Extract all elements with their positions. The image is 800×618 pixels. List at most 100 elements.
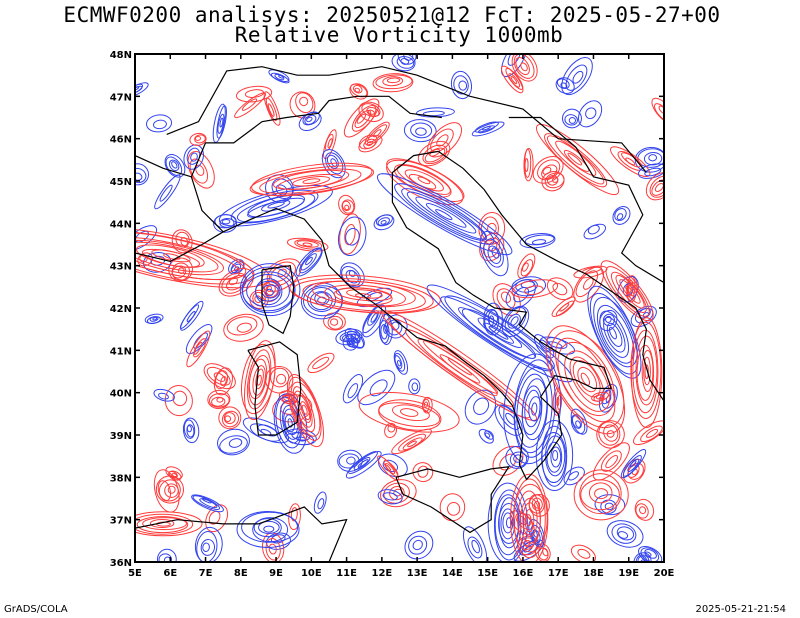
negative-vorticity-area <box>479 230 509 277</box>
lat-tick-label: 47N <box>110 92 132 103</box>
negative-vorticity-area <box>577 100 603 128</box>
negative-vorticity-area <box>345 451 382 479</box>
positive-vorticity-area <box>573 469 629 521</box>
positive-vorticity-area <box>186 330 211 368</box>
positive-vorticity-area <box>381 310 538 421</box>
positive-vorticity-area <box>241 340 276 421</box>
lat-tick-label: 38N <box>110 473 132 484</box>
positive-vorticity-area <box>492 445 524 476</box>
positive-vorticity-area <box>349 83 369 100</box>
positive-vorticity-area <box>372 73 414 93</box>
positive-vorticity-area <box>412 462 434 483</box>
positive-vorticity-area <box>135 511 203 537</box>
coastline <box>166 66 647 173</box>
positive-vorticity-area <box>532 155 564 184</box>
positive-vorticity-area <box>422 396 433 414</box>
positive-vorticity-area <box>535 123 620 196</box>
positive-vorticity-area <box>168 257 193 282</box>
vorticity-contours <box>135 54 664 562</box>
negative-vorticity-area <box>478 428 494 444</box>
positive-vorticity-area <box>189 132 207 146</box>
lon-tick-label: 9E <box>269 568 283 579</box>
negative-vorticity-area <box>145 114 173 133</box>
lon-tick-label: 16E <box>513 568 534 579</box>
negative-vorticity-area <box>505 279 536 309</box>
coastline <box>135 231 224 263</box>
positive-vorticity-area <box>286 374 324 448</box>
positive-vorticity-area <box>207 389 231 409</box>
negative-vorticity-area <box>612 205 631 225</box>
negative-vorticity-area <box>213 214 238 233</box>
coastlines-and-borders <box>135 66 664 562</box>
negative-vorticity-area <box>561 57 593 96</box>
lon-tick-label: 18E <box>583 568 604 579</box>
negative-vorticity-area <box>637 163 664 179</box>
negative-vorticity-area <box>403 119 437 143</box>
positive-vorticity-area <box>541 171 565 192</box>
negative-vorticity-area <box>154 174 181 210</box>
positive-vorticity-area <box>289 91 316 119</box>
longitude-labels: 5E 6E 7E 8E 9E 10E 11E 12E 13E 14E 15E 16E 17E 18E 19E… <box>128 568 674 579</box>
positive-vorticity-area <box>265 365 294 394</box>
lat-tick-label: 41N <box>110 346 132 357</box>
negative-vorticity-area <box>182 417 200 444</box>
negative-vorticity-area <box>471 121 505 137</box>
negative-vorticity-area <box>450 70 473 100</box>
negative-vorticity-area <box>587 285 642 379</box>
positive-vorticity-area <box>286 237 329 252</box>
positive-vorticity-area <box>570 544 596 562</box>
negative-vorticity-area <box>505 445 529 469</box>
negative-vorticity-area <box>620 449 647 479</box>
negative-vorticity-area <box>185 324 213 355</box>
lon-tick-label: 19E <box>618 568 639 579</box>
positive-vorticity-area <box>632 420 664 446</box>
negative-vorticity-area <box>268 69 290 84</box>
lat-tick-label: 42N <box>110 304 132 315</box>
positive-vorticity-area <box>218 406 242 430</box>
positive-vorticity-area <box>523 147 534 182</box>
positive-vorticity-area <box>358 134 383 153</box>
lat-tick-label: 45N <box>110 177 132 188</box>
lat-tick-label: 48N <box>110 50 132 61</box>
negative-vorticity-area <box>144 313 164 325</box>
coastline <box>258 506 348 562</box>
map-subtitle: Relative Vorticity 1000mb <box>234 23 564 47</box>
negative-vorticity-area <box>503 353 562 465</box>
lon-tick-label: 5E <box>128 568 142 579</box>
negative-vorticity-area <box>377 489 403 505</box>
lon-tick-label: 12E <box>371 568 392 579</box>
lon-tick-label: 10E <box>301 568 322 579</box>
positive-vorticity-area <box>203 363 236 390</box>
positive-vorticity-area <box>500 65 524 94</box>
positive-vorticity-area <box>634 498 655 521</box>
lon-tick-label: 6E <box>163 568 177 579</box>
positive-vorticity-area <box>223 313 264 342</box>
negative-vorticity-area <box>535 419 574 491</box>
positive-vorticity-area <box>165 466 183 481</box>
positive-vorticity-area <box>377 455 400 481</box>
positive-vorticity-area <box>307 352 335 374</box>
negative-vorticity-area <box>379 313 393 345</box>
negative-vorticity-area <box>404 530 434 560</box>
negative-vorticity-area <box>194 526 223 562</box>
positive-vorticity-area <box>358 391 460 433</box>
positive-vorticity-area <box>592 442 630 481</box>
negative-vorticity-area <box>217 428 250 456</box>
coastline <box>508 116 664 284</box>
positive-vorticity-area <box>439 493 466 522</box>
negative-vorticity-area <box>519 233 556 249</box>
coastline <box>222 150 612 481</box>
footer-credit: GrADS/COLA <box>4 604 68 615</box>
positive-vorticity-area <box>509 473 549 562</box>
negative-vorticity-area <box>462 526 488 562</box>
negative-vorticity-area <box>337 216 367 257</box>
lon-tick-label: 8E <box>234 568 248 579</box>
negative-vorticity-area <box>218 184 333 227</box>
negative-vorticity-area <box>408 378 421 395</box>
negative-vorticity-area <box>464 389 497 425</box>
negative-vorticity-area <box>373 214 395 231</box>
negative-vorticity-area <box>606 520 644 548</box>
positive-vorticity-area <box>546 277 574 301</box>
positive-vorticity-area <box>511 279 559 299</box>
